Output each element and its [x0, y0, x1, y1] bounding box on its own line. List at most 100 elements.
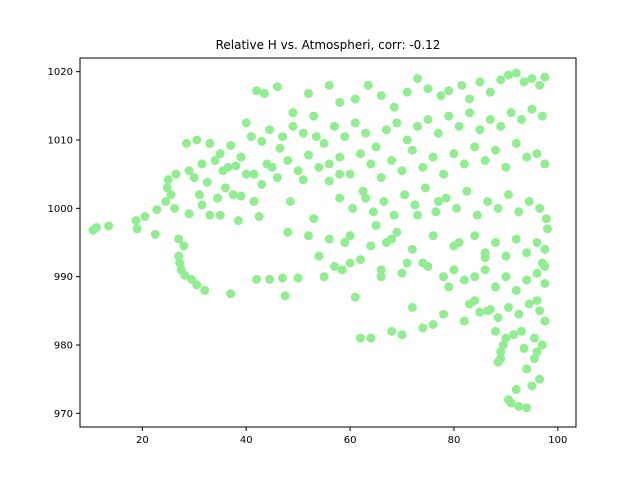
data-point — [293, 166, 303, 176]
data-point — [413, 121, 423, 131]
data-point — [444, 282, 454, 292]
y-tick-label: 1010 — [48, 136, 73, 147]
data-point — [241, 169, 251, 179]
x-tick-label: 20 — [136, 435, 149, 446]
data-point — [162, 183, 172, 193]
data-point — [389, 210, 399, 220]
data-point — [449, 149, 459, 159]
data-point — [511, 138, 521, 148]
data-point — [454, 121, 464, 131]
data-point — [265, 274, 275, 284]
data-point — [272, 173, 282, 183]
data-point — [397, 330, 407, 340]
data-point — [220, 183, 230, 193]
data-point — [496, 354, 506, 364]
data-point — [423, 84, 433, 94]
data-point — [252, 86, 262, 96]
data-point — [423, 115, 433, 124]
data-point — [171, 169, 181, 179]
data-point — [166, 190, 176, 200]
data-point — [452, 203, 462, 213]
data-point — [288, 108, 298, 118]
data-point — [459, 275, 469, 285]
data-point — [472, 210, 482, 220]
data-point — [540, 261, 550, 271]
data-point — [335, 169, 345, 179]
data-point — [532, 296, 542, 306]
data-point — [413, 210, 423, 220]
data-point — [441, 193, 451, 203]
data-point — [161, 197, 171, 206]
data-point — [278, 273, 288, 283]
data-point — [418, 162, 428, 172]
data-point — [350, 94, 360, 104]
data-point — [535, 374, 545, 384]
data-point — [428, 320, 438, 329]
data-point — [200, 285, 210, 295]
data-point — [181, 138, 191, 148]
data-point — [257, 179, 267, 189]
data-point — [519, 77, 529, 87]
data-point — [491, 282, 500, 292]
data-point — [340, 238, 350, 247]
data-point — [361, 193, 371, 203]
data-point — [511, 68, 521, 78]
data-point — [350, 118, 360, 128]
data-point — [402, 135, 412, 145]
data-point — [431, 207, 441, 217]
data-point — [491, 326, 500, 336]
data-point — [397, 268, 407, 278]
data-point — [226, 140, 236, 150]
data-point — [329, 121, 339, 131]
x-axis: 20 40 60 80 100 — [136, 427, 567, 446]
data-point — [529, 333, 539, 343]
data-point — [532, 149, 542, 159]
data-point — [496, 347, 506, 357]
y-axis: 970 980 990 1000 1010 1020 — [48, 67, 80, 420]
data-point — [236, 191, 246, 201]
data-point — [368, 207, 378, 217]
data-point — [257, 136, 267, 146]
data-point — [131, 216, 141, 226]
data-point — [522, 364, 532, 374]
data-point — [298, 128, 308, 138]
data-point — [335, 193, 345, 203]
data-point — [410, 200, 420, 210]
data-point — [506, 398, 516, 408]
data-point — [319, 138, 329, 148]
data-point — [532, 238, 542, 247]
data-point — [376, 173, 386, 183]
data-point — [540, 159, 550, 169]
data-point — [194, 190, 204, 200]
data-point — [532, 347, 542, 357]
data-point — [541, 214, 551, 224]
data-point — [376, 265, 386, 275]
data-point — [480, 156, 490, 165]
data-point — [324, 159, 334, 169]
data-point — [516, 326, 526, 336]
data-point — [449, 241, 459, 251]
data-point — [459, 316, 469, 326]
data-point — [418, 258, 428, 268]
data-point — [465, 94, 475, 104]
data-point — [293, 273, 303, 283]
data-point — [535, 203, 545, 213]
data-point — [428, 231, 438, 241]
data-point — [314, 162, 324, 172]
data-point — [436, 91, 446, 101]
y-tick-label: 970 — [54, 409, 73, 420]
data-point — [462, 186, 472, 196]
data-point — [501, 162, 511, 172]
x-tick-label: 100 — [548, 435, 567, 446]
data-point — [335, 97, 345, 107]
data-point — [522, 152, 532, 162]
data-point — [231, 161, 241, 171]
data-point — [197, 159, 207, 169]
data-point — [491, 238, 500, 247]
data-point — [329, 261, 339, 271]
data-point — [304, 231, 314, 241]
data-point — [345, 231, 355, 241]
data-point — [205, 138, 215, 148]
data-point — [366, 159, 376, 169]
